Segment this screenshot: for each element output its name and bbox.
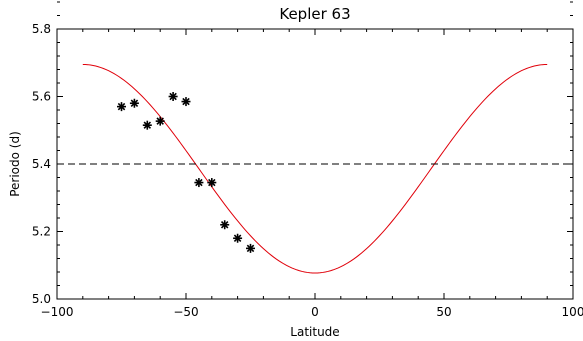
x-tick-label: 0 xyxy=(311,305,319,319)
data-point xyxy=(155,116,165,126)
data-point xyxy=(220,220,230,230)
y-tick-label: 5.4 xyxy=(32,157,51,171)
data-point xyxy=(129,98,139,108)
data-point xyxy=(142,120,152,130)
y-tick-label: 5.0 xyxy=(32,292,51,306)
model-curve xyxy=(82,63,548,274)
data-point xyxy=(246,243,255,253)
data-point xyxy=(168,92,178,101)
data-point xyxy=(194,178,204,188)
x-axis-label: Latitude xyxy=(290,325,339,339)
x-tick-label: 100 xyxy=(562,305,583,319)
tick-labels: −100 −50 0 50 100 5.0 5.2 5.4 5.6 5.8 xyxy=(32,22,583,319)
series-layer xyxy=(57,63,573,274)
data-point xyxy=(207,178,217,188)
x-tick-label: −100 xyxy=(41,305,74,319)
y-tick-label: 5.2 xyxy=(32,225,51,239)
y-axis-label: Periodo (d) xyxy=(8,131,22,197)
y-tick-label: 5.6 xyxy=(32,90,51,104)
data-point xyxy=(233,233,243,243)
x-tick-label: 50 xyxy=(436,305,451,319)
axis-ticks xyxy=(56,1,574,300)
x-tick-label: −50 xyxy=(173,305,198,319)
data-point xyxy=(117,102,126,112)
data-point xyxy=(181,97,191,107)
y-tick-label: 5.8 xyxy=(32,22,51,36)
chart-title: Kepler 63 xyxy=(279,5,350,23)
